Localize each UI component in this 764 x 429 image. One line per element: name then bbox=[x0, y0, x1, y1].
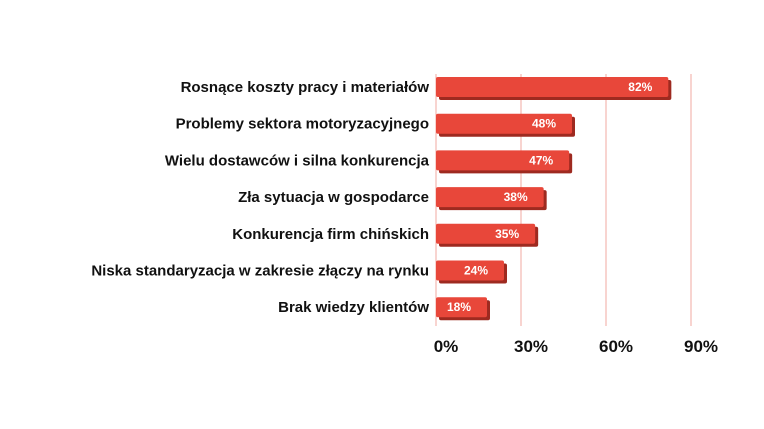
category-label: Zła sytuacja w gospodarce bbox=[238, 189, 429, 206]
bar-group: 24% bbox=[436, 260, 507, 284]
data-label: 35% bbox=[495, 227, 519, 241]
bar-group: 47% bbox=[436, 150, 573, 174]
category-labels: Rosnące koszty pracy i materiałów Problem… bbox=[91, 79, 429, 316]
bar bbox=[436, 187, 544, 208]
data-label: 24% bbox=[464, 264, 488, 278]
x-axis-tick-labels: 0% 30% 60% 90% bbox=[434, 337, 718, 356]
bar bbox=[436, 297, 487, 318]
bar-group: 18% bbox=[436, 297, 490, 321]
bar bbox=[436, 77, 669, 97]
category-label: Konkurencja firm chińskich bbox=[232, 226, 429, 243]
data-label: 18% bbox=[447, 300, 471, 314]
data-label: 48% bbox=[532, 117, 556, 131]
bar bbox=[436, 260, 504, 281]
bar-group: 48% bbox=[436, 113, 575, 137]
category-label: Problemy sektora motoryzacyjnego bbox=[176, 116, 429, 133]
x-tick-label: 90% bbox=[684, 337, 718, 356]
bar bbox=[436, 150, 570, 171]
bar bbox=[436, 113, 572, 134]
bar-group: 82% bbox=[436, 77, 672, 100]
x-tick-label: 60% bbox=[599, 337, 633, 356]
x-tick-label: 0% bbox=[434, 337, 459, 356]
data-label: 38% bbox=[504, 190, 528, 204]
data-label: 47% bbox=[529, 153, 553, 167]
bar-group: 35% bbox=[436, 223, 539, 247]
bars: 82% 48% 47% 38% 35% 24% 18% bbox=[436, 77, 672, 321]
category-label: Rosnące koszty pracy i materiałów bbox=[181, 79, 430, 96]
x-tick-label: 30% bbox=[514, 337, 548, 356]
category-label: Wielu dostawców i silna konkurencja bbox=[165, 152, 430, 169]
category-label: Niska standaryzacja w zakresie złączy na… bbox=[91, 263, 429, 280]
bar-group: 38% bbox=[436, 187, 547, 211]
data-label: 82% bbox=[628, 80, 652, 94]
bar bbox=[436, 223, 536, 244]
category-label: Brak wiedzy klientów bbox=[278, 299, 429, 316]
